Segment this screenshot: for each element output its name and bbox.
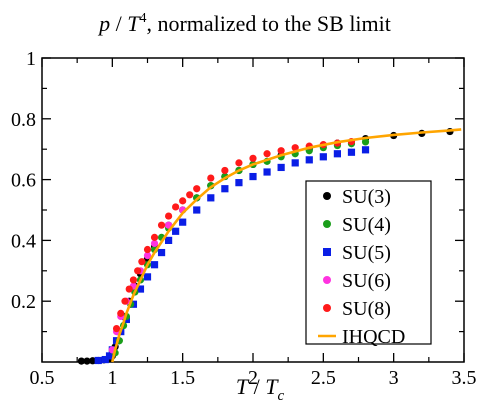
data-point (235, 159, 243, 167)
data-point (193, 206, 201, 214)
y-tick-label: 1 (26, 48, 36, 70)
legend-item: IHQCD (318, 326, 405, 348)
series-ihqcd (111, 128, 462, 363)
data-point (143, 252, 152, 260)
data-point (207, 194, 215, 202)
data-point (347, 148, 356, 156)
legend-item: SU(3) (323, 186, 391, 208)
data-point (165, 236, 173, 244)
data-point (221, 185, 229, 193)
data-point (172, 203, 180, 211)
legend-label: SU(8) (342, 298, 391, 320)
legend-label: SU(4) (342, 214, 391, 236)
tick-labels: 0.5 1 1.5 2 2.5 3 3.5 0.2 0.4 0.6 0.8 1 (11, 48, 477, 389)
data-point (179, 218, 187, 226)
legend-swatch (323, 276, 331, 284)
data-point (143, 245, 152, 254)
data-point (263, 150, 271, 158)
data-point (157, 221, 166, 229)
x-tick-label: 1 (107, 367, 117, 389)
data-point (207, 174, 215, 182)
data-point (117, 309, 125, 317)
x-tick-label: 1.5 (170, 367, 195, 389)
x-axis-label: T / Tc (236, 374, 285, 404)
data-point (89, 357, 97, 365)
x-tick-label: 0.5 (30, 367, 55, 389)
data-point (263, 168, 271, 176)
data-point (138, 258, 146, 266)
data-point (105, 352, 114, 360)
data-point (143, 273, 152, 281)
data-point (249, 172, 257, 181)
legend-swatch (323, 192, 331, 200)
data-point (172, 227, 180, 235)
data-point (249, 154, 257, 162)
data-point (150, 233, 159, 241)
y-tick-label: 0.4 (11, 230, 36, 252)
data-point (235, 179, 243, 187)
legend-swatch (323, 304, 331, 312)
x-tick-label: 3 (389, 367, 399, 389)
data-point (101, 355, 109, 364)
data-point (291, 144, 299, 152)
legend-item: SU(5) (323, 242, 391, 264)
data-point (129, 276, 138, 284)
series-line (111, 128, 462, 363)
legend-label: SU(3) (342, 186, 391, 208)
x-tick-label: 2.5 (311, 367, 336, 389)
data-point (134, 267, 142, 275)
data-point (125, 285, 133, 293)
data-point (157, 248, 166, 257)
data-point (150, 261, 159, 269)
data-point (361, 146, 370, 154)
data-point (150, 239, 159, 248)
y-tick-label: 0.6 (11, 170, 36, 192)
legend-label: IHQCD (342, 326, 405, 348)
data-point (277, 163, 285, 172)
data-point (333, 150, 341, 158)
data-point (179, 197, 187, 205)
data-point (112, 324, 121, 333)
legend-swatch (323, 220, 331, 228)
data-point (305, 156, 313, 164)
legend-item: SU(6) (323, 270, 391, 292)
legend-item: SU(8) (323, 298, 391, 320)
data-point (319, 153, 327, 161)
data-point (94, 356, 102, 365)
legend-swatch (323, 248, 331, 256)
series-layer (77, 127, 462, 365)
legend-label: SU(5) (342, 242, 391, 264)
data-point (136, 285, 145, 293)
data-point (193, 185, 201, 193)
axis-ticks (41, 57, 465, 362)
chart-title: p / T4, normalized to the SB limit (97, 11, 391, 36)
y-tick-label: 0.2 (11, 291, 36, 313)
y-tick-label: 0.8 (11, 109, 36, 131)
data-point (361, 138, 370, 146)
x-tick-label: 3.5 (452, 367, 477, 389)
data-point (291, 159, 299, 167)
legend: SU(3) SU(4) SU(5) SU(6) SU(8) IHQCD (305, 180, 432, 348)
data-point (121, 297, 129, 305)
data-point (77, 357, 85, 365)
data-point (83, 357, 91, 365)
legend-label: SU(6) (342, 270, 391, 292)
legend-box (305, 180, 432, 345)
data-point (165, 212, 173, 220)
data-point (221, 166, 229, 175)
x-tick-label: 2 (248, 367, 258, 389)
data-point (186, 191, 194, 199)
legend-item: SU(4) (323, 214, 391, 236)
data-point (277, 147, 285, 155)
